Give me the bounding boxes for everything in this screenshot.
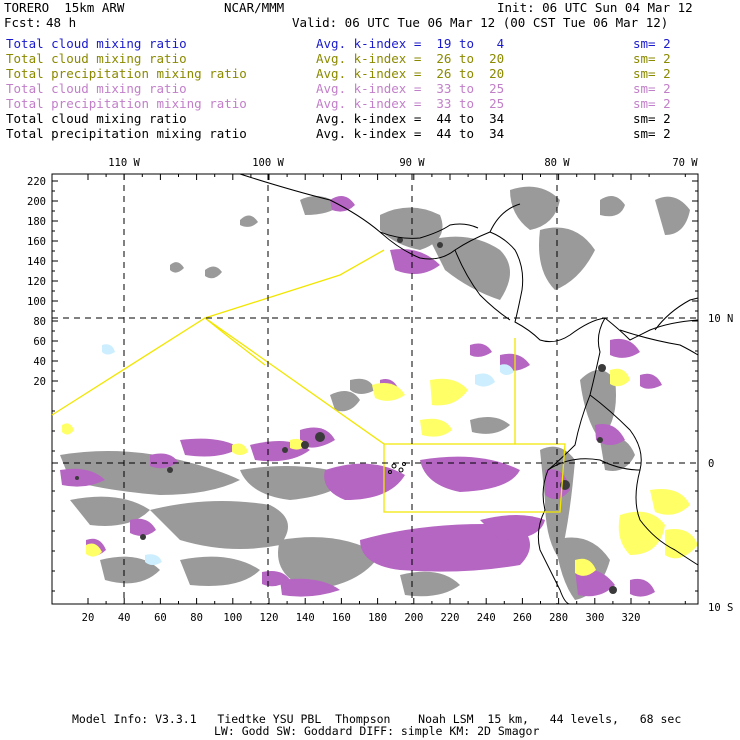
longitude-label: 110 W	[108, 157, 140, 169]
cloud-field-yellow	[62, 368, 698, 576]
legend-row: Total precipitation mixing ratio Avg. k-i…	[6, 96, 736, 111]
legend-smoothing: sm= 2	[633, 36, 671, 51]
legend-row: Total precipitation mixing ratio Avg. k-i…	[6, 66, 736, 81]
longitude-label: 80 W	[544, 157, 570, 169]
legend-smoothing: sm= 2	[633, 96, 671, 111]
legend-field: Total cloud mixing ratio	[6, 36, 187, 51]
legend-k-index: Avg. k-index = 26 to 20	[316, 66, 505, 81]
legend-field: Total cloud mixing ratio	[6, 81, 187, 96]
y-tick-label: 40	[33, 356, 46, 368]
x-tick-label: 240	[477, 612, 496, 624]
legend-smoothing: sm= 2	[633, 66, 671, 81]
x-tick-label: 40	[118, 612, 131, 624]
x-tick-label: 80	[190, 612, 203, 624]
forecast-hour: 48 h	[46, 15, 77, 30]
x-tick-label: 180	[368, 612, 387, 624]
x-tick-label: 100	[223, 612, 242, 624]
lat-lon-grid	[52, 174, 698, 604]
legend-row: Total cloud mixing ratio Avg. k-index = 2…	[6, 51, 736, 66]
valid-time: Valid: 06 UTC Tue 06 Mar 12 (00 CST Tue …	[292, 15, 669, 30]
x-tick-label: 160	[332, 612, 351, 624]
axis-labels: 220 200 180 160 140 120 100 80 60 40 20 20 40 60 80 100…	[27, 157, 733, 624]
cloud-field-cyan	[102, 344, 514, 565]
legend-smoothing: sm= 2	[633, 81, 671, 96]
domain-outlines	[51, 249, 566, 513]
legend-k-index: Avg. k-index = 44 to 34	[316, 111, 505, 126]
y-tick-label: 120	[27, 276, 46, 288]
model-info-line1: Model Info: V3.3.1 Tiedtke YSU PBL Thomp…	[72, 712, 682, 726]
convective-cores	[75, 237, 617, 594]
x-tick-label: 220	[441, 612, 460, 624]
longitude-label: 70 W	[672, 157, 698, 169]
legend-field: Total precipitation mixing ratio	[6, 96, 247, 111]
forecast-label: Fcst:	[4, 15, 42, 30]
x-tick-label: 60	[154, 612, 167, 624]
x-tick-label: 300	[585, 612, 604, 624]
y-tick-label: 200	[27, 196, 46, 208]
legend-row: Total cloud mixing ratio Avg. k-index = 1…	[6, 36, 736, 51]
init-time: Init: 06 UTC Sun 04 Mar 12	[497, 0, 693, 15]
latitude-label: 10 N	[708, 313, 733, 325]
center-label: NCAR/MMM	[224, 0, 285, 15]
y-tick-label: 100	[27, 296, 46, 308]
legend-row: Total cloud mixing ratio Avg. k-index = 4…	[6, 111, 736, 126]
legend-k-index: Avg. k-index = 33 to 25	[316, 96, 505, 111]
x-tick-label: 120	[260, 612, 279, 624]
latitude-label: 0	[708, 458, 714, 470]
x-tick-label: 20	[82, 612, 95, 624]
x-tick-label: 320	[622, 612, 641, 624]
legend-smoothing: sm= 2	[633, 126, 671, 141]
latitude-label: 10 S	[708, 602, 733, 614]
longitude-label: 90 W	[399, 157, 425, 169]
precip-cloud-field	[60, 186, 698, 600]
legend-row: Total precipitation mixing ratio Avg. k-i…	[6, 126, 736, 141]
model-info-line2: LW: Godd SW: Goddard DIFF: simple KM: 2D…	[214, 724, 540, 738]
legend-field: Total cloud mixing ratio	[6, 51, 187, 66]
legend-field: Total precipitation mixing ratio	[6, 66, 247, 81]
legend-k-index: Avg. k-index = 44 to 34	[316, 126, 505, 141]
y-tick-label: 140	[27, 256, 46, 268]
plot-frame	[51, 173, 699, 605]
legend-field: Total cloud mixing ratio	[6, 111, 187, 126]
x-tick-label: 200	[404, 612, 423, 624]
legend-field: Total precipitation mixing ratio	[6, 126, 247, 141]
model-title: TORERO 15km ARW	[4, 0, 125, 15]
x-tick-label: 140	[296, 612, 315, 624]
legend-row: Total cloud mixing ratio Avg. k-index = 3…	[6, 81, 736, 96]
y-tick-label: 220	[27, 176, 46, 188]
y-tick-label: 80	[33, 316, 46, 328]
x-tick-label: 280	[549, 612, 568, 624]
coastlines	[239, 173, 699, 605]
precip-field-purple	[60, 196, 662, 597]
y-tick-label: 60	[33, 336, 46, 348]
legend-smoothing: sm= 2	[633, 111, 671, 126]
legend-k-index: Avg. k-index = 33 to 25	[316, 81, 505, 96]
axis-ticks	[52, 174, 698, 604]
y-tick-label: 20	[33, 376, 46, 388]
y-tick-label: 180	[27, 216, 46, 228]
legend-k-index: Avg. k-index = 19 to 4	[316, 36, 505, 51]
legend-k-index: Avg. k-index = 26 to 20	[316, 51, 505, 66]
y-tick-label: 160	[27, 236, 46, 248]
x-tick-label: 260	[513, 612, 532, 624]
legend-smoothing: sm= 2	[633, 51, 671, 66]
longitude-label: 100 W	[252, 157, 284, 169]
